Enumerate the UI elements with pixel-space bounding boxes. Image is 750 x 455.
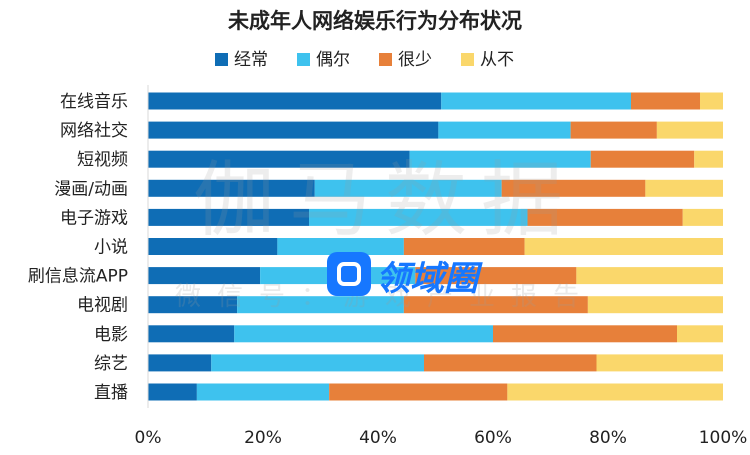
- bar-segment: [403, 296, 588, 314]
- category-label: 电视剧: [77, 296, 128, 316]
- bar-segment: [260, 267, 416, 285]
- x-tick-label: 0%: [135, 428, 162, 448]
- legend-label: 从不: [480, 50, 514, 70]
- bar-segment: [507, 383, 723, 401]
- legend-swatch: [297, 53, 310, 66]
- category-label: 网络社交: [60, 121, 128, 141]
- bar-segment: [148, 238, 278, 255]
- legend-swatch: [461, 53, 474, 66]
- bar-segment: [590, 150, 695, 168]
- bar-segment: [403, 238, 525, 255]
- category-label: 刷信息流APP: [28, 267, 128, 287]
- category-label: 漫画/动画: [54, 179, 128, 199]
- x-tick-label: 60%: [474, 428, 512, 448]
- legend-swatch: [379, 53, 392, 66]
- bar-segment: [682, 208, 723, 226]
- chart-title: 未成年人网络娱乐行为分布状况: [228, 9, 522, 33]
- bar-segment: [694, 150, 723, 168]
- bar-segment: [409, 150, 591, 168]
- bar-segment: [148, 150, 410, 168]
- x-axis-ticks: 0% 20% 40% 60% 80% 100%: [135, 428, 748, 448]
- x-tick-label: 40%: [359, 428, 397, 448]
- bar-segment: [148, 354, 212, 372]
- bar-segment: [234, 325, 493, 343]
- category-label: 短视频: [77, 150, 128, 170]
- bar-segment: [441, 92, 631, 110]
- category-label: 直播: [94, 383, 128, 403]
- bar-segment: [148, 296, 238, 314]
- x-tick-label: 20%: [244, 428, 282, 448]
- bar-segment: [148, 383, 197, 401]
- bars: [148, 92, 723, 401]
- bar-segment: [196, 383, 330, 401]
- legend: 经常 偶尔 很少 从不: [215, 50, 514, 70]
- bar-segment: [148, 325, 235, 343]
- bar-segment: [148, 92, 442, 110]
- category-label: 电子游戏: [60, 208, 128, 228]
- bar-segment: [631, 92, 700, 110]
- bar-segment: [576, 267, 723, 285]
- bar-segment: [700, 92, 723, 110]
- bar-segment: [148, 179, 315, 197]
- bar-segment: [329, 383, 508, 401]
- bar-segment: [211, 354, 424, 372]
- bar-segment: [415, 267, 577, 285]
- bar-segment: [438, 121, 571, 139]
- bar-segment: [524, 238, 723, 255]
- bar-segment: [148, 121, 439, 139]
- bar-segment: [527, 208, 683, 226]
- category-label: 电影: [94, 325, 128, 345]
- legend-label: 偶尔: [316, 50, 350, 70]
- category-label: 综艺: [94, 354, 128, 374]
- bar-segment: [237, 296, 404, 314]
- bar-segment: [314, 179, 502, 197]
- legend-swatch: [215, 53, 228, 66]
- x-tick-label: 80%: [589, 428, 627, 448]
- category-label: 在线音乐: [60, 92, 128, 112]
- bar-segment: [570, 121, 657, 139]
- category-label: 小说: [94, 238, 128, 258]
- bar-segment: [148, 267, 261, 285]
- bar-segment: [277, 238, 404, 255]
- bar-segment: [596, 354, 723, 372]
- bar-segment: [501, 179, 646, 197]
- bar-segment: [645, 179, 723, 197]
- legend-label: 很少: [398, 50, 432, 70]
- bar-segment: [656, 121, 723, 139]
- bar-segment: [587, 296, 723, 314]
- bar-segment: [677, 325, 723, 343]
- bar-segment: [148, 208, 309, 226]
- x-tick-label: 100%: [699, 428, 748, 448]
- bar-segment: [493, 325, 677, 343]
- bar-segment: [424, 354, 597, 372]
- bar-segment: [309, 208, 528, 226]
- legend-label: 经常: [234, 50, 268, 70]
